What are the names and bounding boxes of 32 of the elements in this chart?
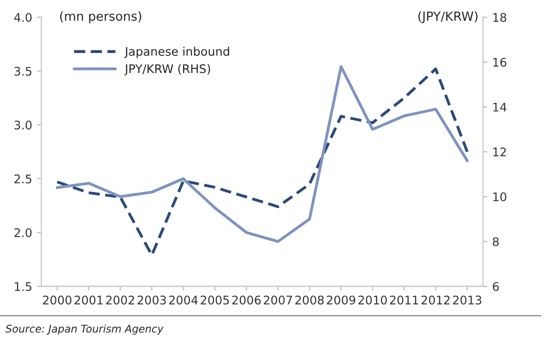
x-tick-label: 2000 bbox=[43, 296, 72, 305]
x-tick-label: 2005 bbox=[200, 296, 229, 305]
y-tick-label: 3.0 bbox=[14, 120, 32, 130]
x-tick-label: 2003 bbox=[138, 296, 166, 305]
y-axis-title: (mn persons) bbox=[60, 11, 142, 24]
y2-tick-label: 10 bbox=[493, 192, 506, 202]
x-tick-label: 2007 bbox=[264, 296, 292, 305]
x-tick-label: 2011 bbox=[390, 296, 418, 305]
source-note: Source: Japan Tourism Agency bbox=[6, 324, 164, 335]
y2-tick-label: 16 bbox=[493, 58, 506, 67]
x-tick-label: 2004 bbox=[169, 296, 198, 305]
legend-label: Japanese inbound bbox=[124, 46, 230, 58]
y2-tick-label: 8 bbox=[492, 237, 499, 246]
x-tick-label: 2010 bbox=[358, 296, 387, 305]
y2-axis-title: (JPY/KRW) bbox=[418, 11, 478, 24]
x-tick-label: 2006 bbox=[232, 296, 261, 305]
y2-tick-label: 6 bbox=[492, 282, 499, 292]
y-tick-label: 4.0 bbox=[14, 12, 32, 22]
y-tick-label: 1.5 bbox=[14, 282, 32, 292]
x-tick-label: 2012 bbox=[422, 296, 450, 305]
y-tick-label: 2.5 bbox=[14, 174, 32, 184]
y-tick-label: 2.0 bbox=[14, 228, 32, 238]
x-tick-label: 2013 bbox=[453, 296, 482, 305]
legend-label: JPY/KRW (RHS) bbox=[124, 64, 210, 76]
y-tick-label: 3.5 bbox=[14, 66, 32, 76]
x-tick-label: 2009 bbox=[326, 296, 356, 305]
y2-tick-label: 18 bbox=[493, 12, 506, 22]
y2-tick-label: 12 bbox=[493, 148, 506, 156]
y2-tick-label: 14 bbox=[493, 102, 506, 112]
x-tick-label: 2002 bbox=[106, 296, 134, 305]
x-tick-label: 2001 bbox=[74, 296, 103, 305]
x-tick-label: 2008 bbox=[295, 296, 324, 305]
